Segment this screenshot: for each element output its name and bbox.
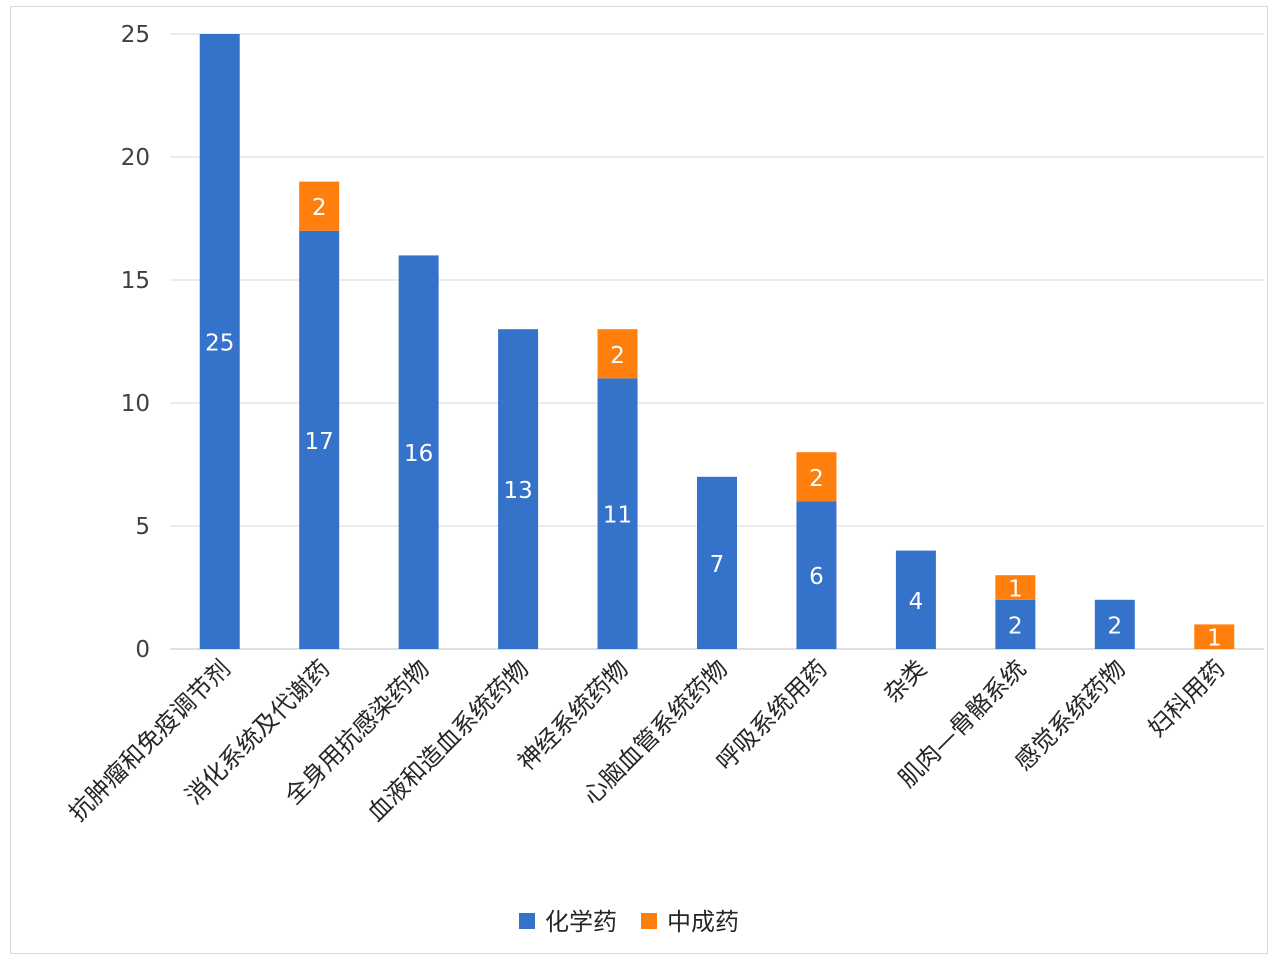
- category-label: 血液和造血系统药物: [362, 654, 535, 827]
- category-label: 妇科用药: [1143, 654, 1231, 742]
- data-label: 1: [1008, 577, 1023, 603]
- bar-segment: [597, 329, 638, 379]
- data-label: 25: [205, 331, 234, 357]
- data-label: 2: [312, 195, 327, 221]
- bar-segment: [199, 34, 240, 649]
- y-tick-label: 20: [121, 145, 150, 171]
- category-label: 抗肿瘤和免疫调节剂: [63, 654, 236, 827]
- legend-entry: 中成药: [667, 908, 739, 936]
- legend-swatch: [519, 913, 535, 929]
- bar-segment: [498, 329, 539, 649]
- bars: [199, 34, 1235, 650]
- data-label: 17: [305, 429, 334, 455]
- bar-segment: [1194, 624, 1235, 649]
- bar-segment: [895, 550, 936, 649]
- data-label: 2: [1008, 613, 1023, 639]
- y-tick-label: 25: [121, 22, 150, 48]
- bar-segment: [299, 181, 340, 231]
- y-tick-label: 15: [121, 268, 150, 294]
- data-label: 2: [1107, 613, 1122, 639]
- bar-segment: [995, 599, 1036, 649]
- category-label: 杂类: [878, 654, 932, 708]
- data-label: 7: [710, 552, 725, 578]
- bar-segment: [697, 476, 737, 649]
- data-label: 4: [909, 589, 924, 615]
- data-label: 13: [503, 478, 532, 504]
- bar-segment: [796, 452, 837, 502]
- legend-swatch: [641, 913, 657, 929]
- x-axis-categories: 抗肿瘤和免疫调节剂消化系统及代谢药全身用抗感染药物血液和造血系统药物神经系统药物…: [63, 654, 1230, 827]
- bar-segment: [995, 575, 1036, 600]
- bar-segment: [796, 501, 837, 649]
- data-label: 6: [809, 564, 824, 590]
- data-label: 16: [404, 441, 433, 467]
- bar-segment: [597, 378, 638, 649]
- data-label: 2: [809, 466, 824, 492]
- legend-entry: 化学药: [545, 908, 617, 936]
- legend: 化学药 中成药: [519, 908, 739, 936]
- bar-segment: [398, 255, 439, 649]
- data-label: 2: [610, 343, 625, 369]
- y-tick-label: 5: [135, 514, 150, 540]
- y-axis-ticks: 0 5 10 15 20 25: [121, 22, 150, 663]
- data-label: 1: [1207, 626, 1222, 652]
- bar-segment: [299, 230, 340, 650]
- y-tick-label: 0: [135, 637, 150, 663]
- data-labels: 25 17 2 16 13 11 2 7 6 2 4 2 1 2 1: [205, 195, 1222, 652]
- bar-segment: [1094, 599, 1135, 649]
- y-tick-label: 10: [121, 391, 150, 417]
- data-label: 11: [603, 503, 632, 529]
- gridlines: [170, 33, 1264, 650]
